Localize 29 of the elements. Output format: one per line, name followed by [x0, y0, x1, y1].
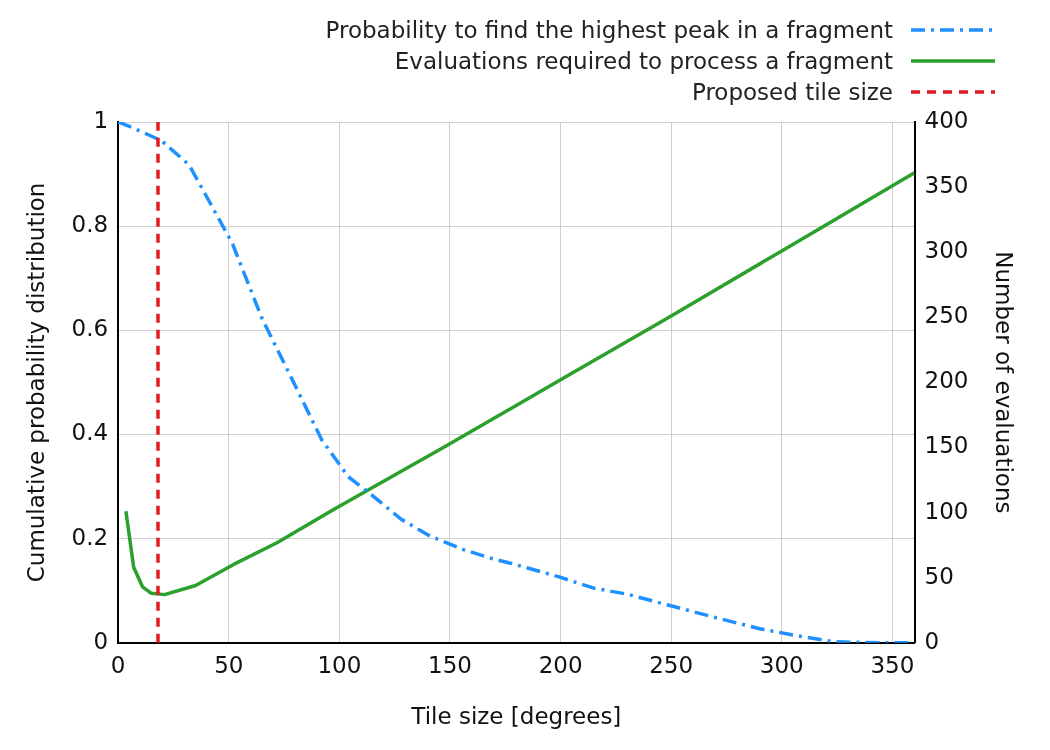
x-axis-title: Tile size [degrees] — [410, 703, 622, 730]
x-tick-label: 100 — [317, 651, 362, 678]
y-axis-title: Cumulative probability distribution — [22, 182, 49, 583]
y2-tick-label: 200 — [924, 367, 969, 394]
x-tick-label: 350 — [870, 651, 915, 678]
x-tick-label: 0 — [110, 651, 126, 678]
y-tick-label: 1 — [93, 106, 109, 133]
x-tick-label: 300 — [759, 651, 804, 678]
y2-tick-label: 100 — [924, 497, 969, 524]
y2-axis-title: Number of evaluations — [991, 251, 1018, 514]
x-tick-label: 200 — [538, 651, 583, 678]
y-tick-label: 0.2 — [71, 523, 109, 550]
y2-tick-label: 300 — [924, 237, 969, 264]
y-tick-label: 0.6 — [71, 315, 109, 342]
y-tick-label: 0.8 — [71, 211, 109, 238]
y2-tick-label: 400 — [924, 106, 969, 133]
y-tick-label: 0 — [93, 627, 109, 654]
legend-label: Probability to find the highest peak in a fragment — [325, 16, 893, 43]
x-tick-label: 250 — [649, 651, 694, 678]
y2-tick-label: 350 — [924, 172, 969, 199]
legend-label: Evaluations required to process a fragment — [394, 47, 893, 74]
y2-tick-label: 0 — [924, 627, 940, 654]
legend-label: Proposed tile size — [691, 78, 893, 105]
y2-tick-label: 50 — [924, 562, 954, 589]
y2-tick-label: 250 — [924, 302, 969, 329]
x-tick-label: 150 — [428, 651, 472, 678]
x-tick-label: 50 — [214, 651, 244, 678]
y2-tick-label: 150 — [924, 432, 969, 459]
y-tick-label: 0.4 — [71, 419, 109, 446]
